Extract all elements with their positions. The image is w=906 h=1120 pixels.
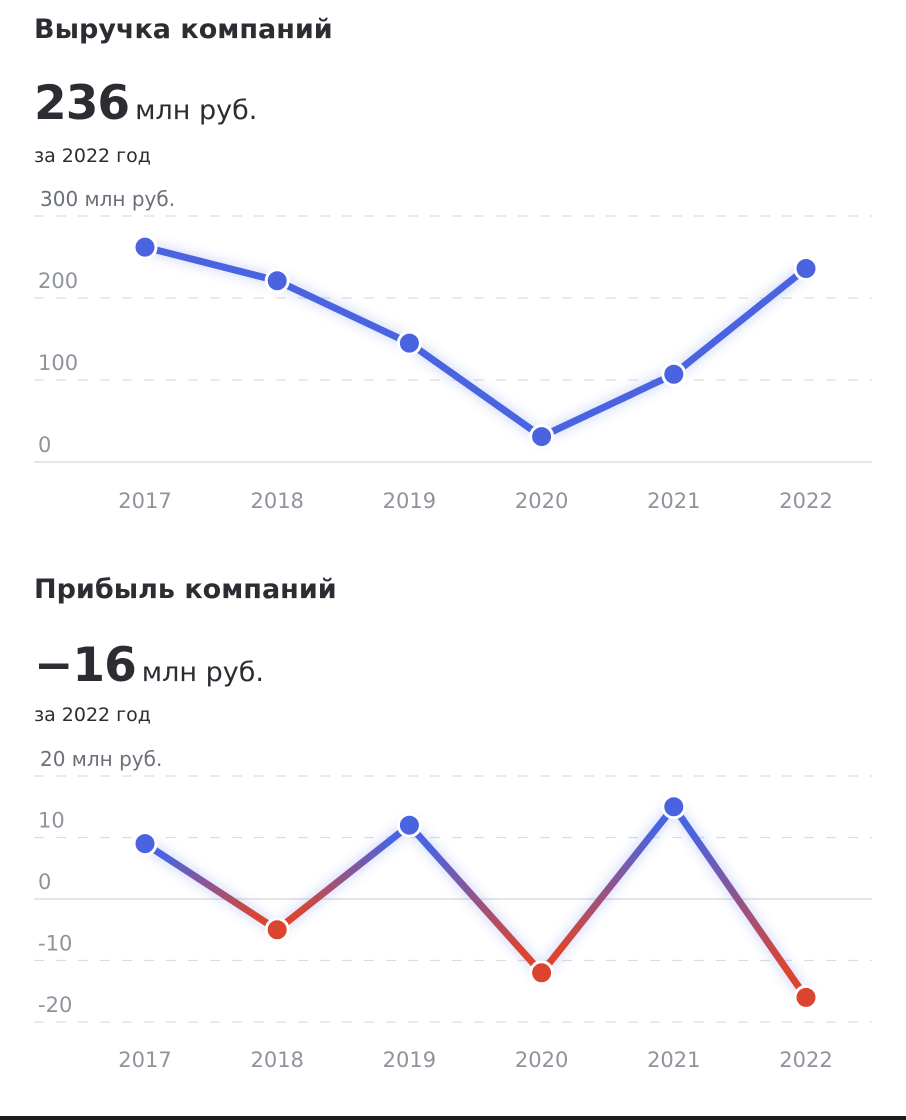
data-point[interactable] (132, 234, 158, 260)
series-line-segment (141, 243, 281, 285)
x-tick-label: 2022 (779, 489, 832, 513)
data-point[interactable] (661, 361, 687, 387)
profit-unit: млн руб. (141, 657, 265, 688)
x-tick-label: 2022 (779, 1048, 832, 1072)
data-point[interactable] (529, 960, 555, 986)
series-line-segment (405, 821, 546, 977)
y-tick-label: 0 (38, 433, 51, 457)
profit-chart: -20 -10 0 10 20 млн руб. 2017 2018 2019 2020 2021… (34, 747, 872, 1072)
revenue-title: Выручка компаний (34, 14, 333, 45)
data-point[interactable] (132, 831, 158, 857)
x-tick-label: 2020 (515, 1048, 568, 1072)
y-tick-label: -10 (38, 932, 72, 956)
data-point[interactable] (661, 794, 687, 820)
data-point[interactable] (793, 255, 819, 281)
x-tick-label: 2020 (515, 489, 568, 513)
y-tick-label: 10 (38, 809, 65, 833)
profit-headline: −16 млн руб. (34, 638, 264, 693)
series-line-segment (670, 803, 810, 1001)
data-point[interactable] (396, 812, 422, 838)
series-line-segment (538, 803, 678, 977)
bottom-divider (0, 1116, 906, 1120)
y-tick-label: 0 (38, 870, 51, 894)
x-tick-label: 2019 (383, 489, 436, 513)
revenue-headline: 236 млн руб. (34, 76, 257, 131)
data-point[interactable] (396, 330, 422, 356)
x-tick-label: 2019 (383, 1048, 436, 1072)
profit-title: Прибыль компаний (34, 574, 337, 605)
series-line-segment (670, 264, 810, 378)
data-point[interactable] (529, 424, 555, 450)
series-line-segment (141, 840, 281, 934)
data-point[interactable] (264, 917, 290, 943)
y-tick-label: 200 (38, 269, 78, 293)
revenue-unit: млн руб. (135, 95, 258, 126)
series-line-segment (405, 339, 546, 441)
x-tick-label: 2021 (647, 1048, 700, 1072)
y-tick-label: 300 млн руб. (40, 187, 175, 211)
y-tick-label: 20 млн руб. (40, 747, 162, 771)
y-tick-label: 100 (38, 351, 78, 375)
x-tick-label: 2017 (118, 1048, 171, 1072)
revenue-period: за 2022 год (34, 145, 151, 167)
x-tick-label: 2017 (118, 489, 171, 513)
profit-value: −16 (34, 638, 137, 693)
profit-period: за 2022 год (34, 704, 151, 726)
x-tick-label: 2018 (250, 489, 303, 513)
series-line-segment (538, 370, 678, 441)
data-point[interactable] (264, 268, 290, 294)
profit-card: Прибыль компаний −16 млн руб. за 2022 год… (0, 560, 906, 1116)
series-line-segment (273, 277, 413, 347)
y-tick-label: -20 (38, 993, 72, 1017)
revenue-card: Выручка компаний 236 млн руб. за 2022 год… (34, 14, 872, 513)
x-tick-label: 2018 (250, 1048, 303, 1072)
revenue-chart: 0 100 200 300 млн руб. 2017 2018 2019 2020 2021 2… (34, 187, 872, 513)
revenue-value: 236 (34, 76, 130, 131)
data-point[interactable] (793, 984, 819, 1010)
series-line-segment (273, 821, 413, 934)
x-tick-label: 2021 (647, 489, 700, 513)
